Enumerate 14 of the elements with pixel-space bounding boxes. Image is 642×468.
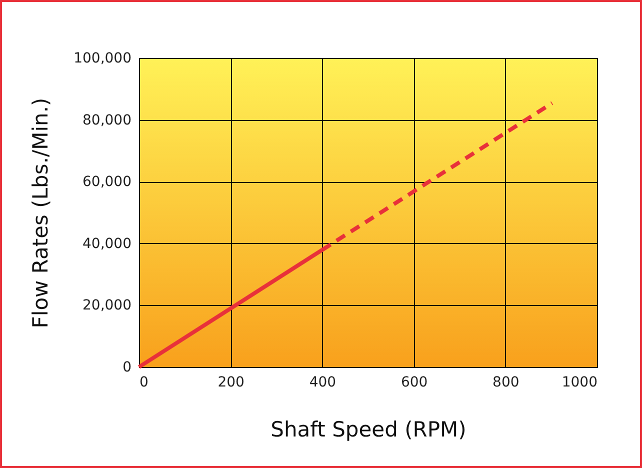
y-tick-label: 100,000 [74, 50, 132, 66]
y-tick-label: 20,000 [82, 298, 132, 314]
x-tick-label: 0 [140, 374, 148, 390]
x-tick-label: 200 [218, 374, 244, 390]
y-axis-title: Flow Rates (Lbs./Min.) [28, 98, 53, 328]
y-tick-label: 0 [122, 360, 132, 376]
y-tick-label: 40,000 [82, 236, 132, 252]
x-tick-label: 600 [400, 374, 428, 390]
y-tick-label: 60,000 [82, 174, 132, 190]
x-tick-label: 800 [492, 374, 520, 390]
x-axis-title: Shaft Speed (RPM) [270, 418, 466, 442]
x-tick-label: 1000 [562, 374, 598, 390]
x-tick-label: 400 [309, 374, 336, 390]
y-tick-label: 80,000 [82, 112, 132, 128]
